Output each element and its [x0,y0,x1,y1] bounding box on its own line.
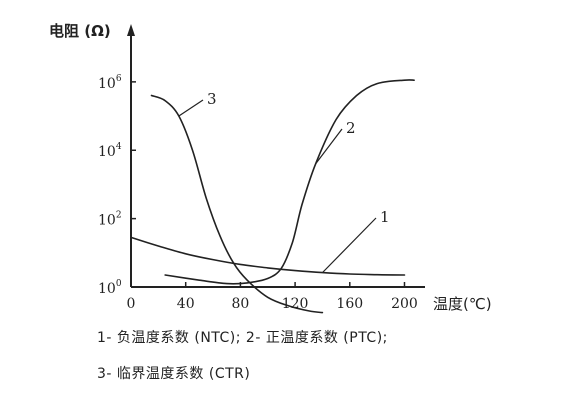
y-axis-title: 电阻 (Ω) [49,22,111,40]
x-axis-title: 温度(℃) [433,295,492,313]
y-tick-exponent: 2 [116,211,122,221]
x-tick-label: 120 [282,296,309,312]
y-tick-exponent: 6 [116,74,122,84]
y-tick-base: 10 [98,144,116,160]
y-tick-base: 10 [98,281,116,297]
caption-line-2: 3- 临界温度系数 (CTR) [97,366,251,382]
y-tick-label: 102 [98,211,122,229]
y-tick-exponent: 0 [116,279,122,289]
x-tick-label: 200 [391,296,418,312]
curve-1-label: 1 [380,208,390,226]
curve-1-leader [322,217,377,274]
y-tick-base: 10 [98,213,116,229]
y-tick-label: 104 [98,142,122,160]
y-tick-label: 106 [98,74,122,92]
y-axis-arrow [127,24,135,36]
x-tick-label: 160 [336,296,363,312]
curve-2-line [164,79,415,285]
y-tick-base: 10 [98,76,116,92]
curve-3-leader [178,99,204,117]
curves: 1 2 3 [130,79,415,314]
curve-3-line [150,94,324,314]
x-tick-label: 0 [127,296,136,312]
axes [127,24,425,288]
curve-1-line [130,236,406,276]
y-tick-exponent: 4 [116,142,122,152]
curve-2-leader [315,128,343,165]
y-tick-label: 100 [98,279,122,297]
caption-line-1: 1- 负温度系数 (NTC); 2- 正温度系数 (PTC); [97,330,388,346]
curve-2-label: 2 [346,119,356,137]
x-tick-label: 40 [177,296,195,312]
curve-3-label: 3 [207,90,217,108]
labels: 电阻 (Ω) 温度(℃) [49,22,492,313]
x-tick-label: 80 [231,296,249,312]
